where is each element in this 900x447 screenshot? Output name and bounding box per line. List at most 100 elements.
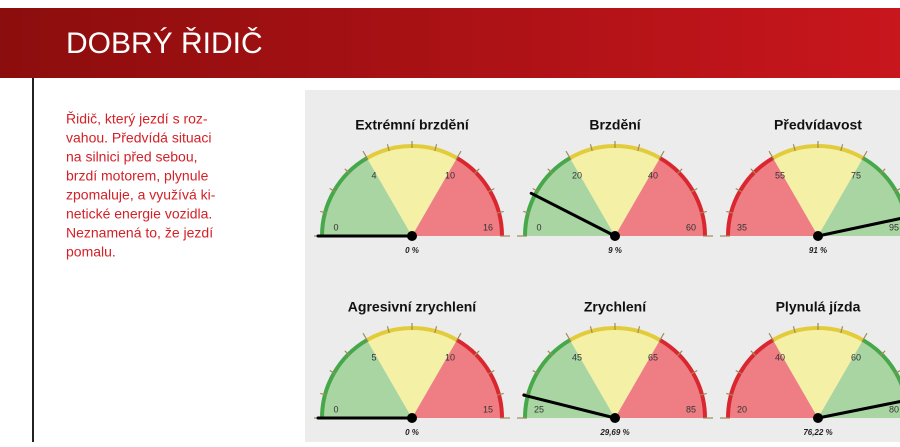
gauge-minor-tick	[658, 150, 665, 161]
gauge-minor-tick	[589, 144, 593, 152]
gauge-tick-label: 60	[851, 353, 861, 363]
gauge-needle	[816, 217, 900, 238]
gauge-minor-tick	[547, 350, 554, 357]
intro-line: Neznamená to, že jezdí	[66, 225, 213, 241]
gauge-minor-tick	[637, 144, 641, 152]
gauge-minor-tick	[496, 210, 504, 214]
gauge-needle	[522, 393, 617, 420]
gauge-zone	[773, 328, 863, 418]
gauge-minor-tick	[386, 144, 390, 152]
gauge-minor-tick	[565, 150, 572, 161]
gauge-tick-label: 65	[648, 353, 658, 363]
gauge-tick-label: 80	[889, 404, 899, 414]
gauge-minor-tick	[320, 210, 328, 214]
gauge-minor-tick	[658, 332, 665, 343]
gauge-hub	[813, 231, 823, 241]
gauge-zone	[818, 158, 900, 236]
gauge-minor-tick	[344, 350, 351, 357]
gauge-title: Agresivní zrychlení	[348, 299, 477, 315]
gauge-zone	[570, 328, 660, 418]
gauge-minor-tick	[362, 332, 369, 343]
gauge-minor-tick	[487, 187, 495, 193]
gauge-minor-tick	[750, 168, 757, 175]
gauge-tick-label: 40	[648, 171, 658, 181]
gauge-tick-label: 4	[371, 171, 376, 181]
gauge-minor-tick	[879, 350, 886, 357]
gauge-minor-tick	[879, 168, 886, 175]
gauge-minor-tick	[768, 332, 775, 343]
gauge-tick-label: 35	[737, 222, 747, 232]
gauge-minor-tick	[735, 187, 743, 193]
gauge-tick-label: 10	[445, 171, 455, 181]
gauge-minor-tick	[768, 150, 775, 161]
gauge-minor-tick	[523, 210, 531, 214]
gauge-minor-tick	[329, 369, 337, 375]
gauge-needle	[816, 400, 900, 420]
gauge-minor-tick	[699, 392, 707, 396]
gauge-minor-tick	[434, 144, 438, 152]
gauge-hub	[407, 413, 417, 423]
gauge-tick-label: 25	[534, 404, 544, 414]
gauge-minor-tick	[565, 332, 572, 343]
gauge-tick-label: 0	[333, 404, 338, 414]
gauge-zone	[570, 145, 660, 236]
gauge-minor-tick	[362, 150, 369, 161]
gauge-minor-tick	[840, 144, 844, 152]
gauge-minor-tick	[699, 210, 707, 214]
gauge-minor-tick	[434, 326, 438, 334]
intro-line: Řidič, který jezdí s roz-	[66, 111, 208, 127]
gauge-minor-tick	[792, 144, 796, 152]
gauge-title: Brzdění	[589, 117, 641, 133]
gauge-value-label: 0 %	[405, 428, 419, 437]
gauge-tick-label: 85	[686, 404, 696, 414]
gauge-tick-label: 40	[775, 353, 785, 363]
gauge-title: Předvídavost	[774, 117, 862, 133]
gauge-tick-label: 0	[333, 222, 338, 232]
gauge-hub	[610, 413, 620, 423]
gauge-minor-tick	[676, 168, 683, 175]
gauge-minor-tick	[861, 150, 868, 161]
gauge-tick-label: 20	[572, 171, 582, 181]
gauge-minor-tick	[455, 332, 462, 343]
intro-line: vahou. Předvídá situaci	[66, 130, 212, 146]
intro-line: pomalu.	[66, 244, 116, 260]
gauge-minor-tick	[676, 350, 683, 357]
gauge-tick-label: 20	[737, 404, 747, 414]
gauge-zone	[818, 340, 900, 418]
gauge-minor-tick	[893, 187, 900, 193]
gauge-zone	[367, 145, 457, 236]
gauge-tick-label: 5	[371, 353, 376, 363]
gauge-minor-tick	[792, 326, 796, 334]
gauge-tick-label: 75	[851, 171, 861, 181]
gauge-minor-tick	[750, 350, 757, 357]
header-title: DOBRÝ ŘIDIČ	[66, 26, 263, 60]
gauge-minor-tick	[487, 369, 495, 375]
gauges: Extrémní brzdění 0 4 10 16 0 % Brzdění 0 20 40 60 9…	[314, 117, 900, 437]
gauge-hub	[610, 231, 620, 241]
gauge-tick-label: 16	[483, 222, 493, 232]
gauge-value-label: 29,69 %	[599, 428, 629, 437]
gauge-minor-tick	[726, 392, 734, 396]
gauge-minor-tick	[473, 350, 480, 357]
gauge-tick-label: 0	[536, 222, 541, 232]
gauge-minor-tick	[589, 326, 593, 334]
gauge-tick-label: 95	[889, 222, 899, 232]
gauge-minor-tick	[893, 369, 900, 375]
gauge-minor-tick	[532, 187, 540, 193]
gauge-minor-tick	[690, 369, 698, 375]
gauge-minor-tick	[329, 187, 337, 193]
gauge-zone	[773, 145, 863, 236]
gauge-minor-tick	[473, 168, 480, 175]
gauge-value-label: 91 %	[809, 246, 827, 255]
gauge-minor-tick	[735, 369, 743, 375]
gauge-minor-tick	[726, 210, 734, 214]
intro-line: na silnici před sebou,	[66, 149, 198, 165]
gauge-minor-tick	[690, 187, 698, 193]
gauge-minor-tick	[861, 332, 868, 343]
gauge-tick-label: 45	[572, 353, 582, 363]
gauge-value-label: 0 %	[405, 246, 419, 255]
gauge-hub	[407, 231, 417, 241]
gauge-minor-tick	[386, 326, 390, 334]
gauge-title: Plynulá jízda	[776, 299, 861, 315]
